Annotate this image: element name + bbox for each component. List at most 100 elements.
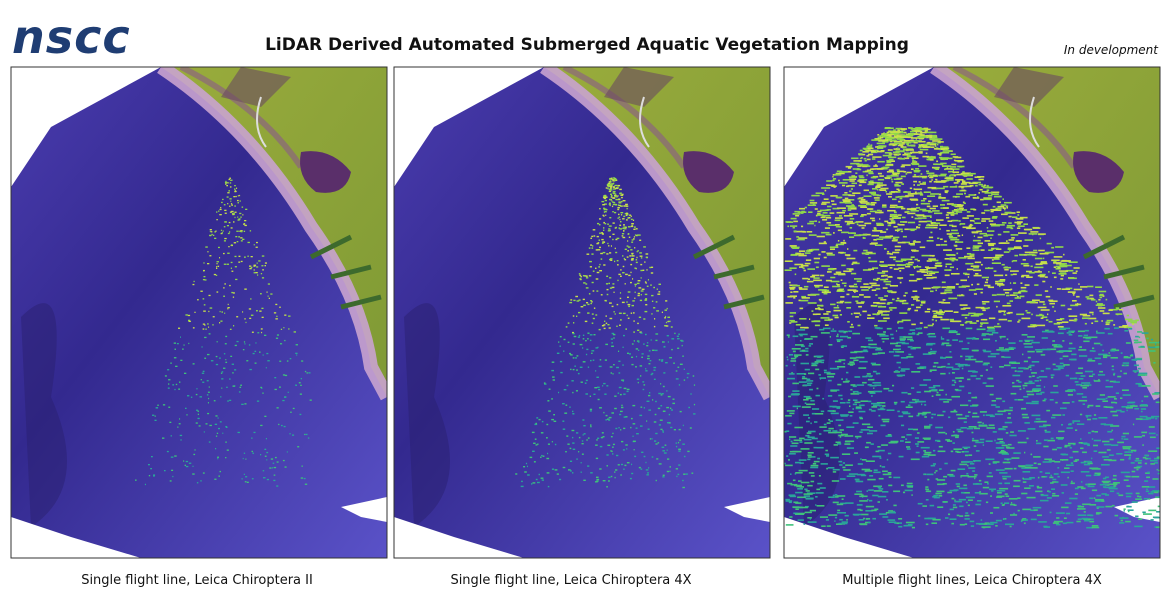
vegetation-pixel	[849, 227, 853, 229]
vegetation-pixel	[876, 238, 884, 240]
vegetation-pixel	[793, 501, 799, 504]
vegetation-pixel	[628, 236, 631, 238]
vegetation-pixel	[991, 248, 995, 250]
vegetation-pixel	[953, 448, 963, 450]
vegetation-pixel	[865, 375, 870, 377]
vegetation-pixel	[683, 455, 686, 458]
vegetation-pixel	[645, 304, 648, 306]
vegetation-pixel	[1023, 223, 1028, 225]
vegetation-pixel	[810, 399, 815, 402]
vegetation-pixel	[632, 300, 635, 302]
vegetation-pixel	[877, 320, 887, 322]
vegetation-pixel	[888, 153, 893, 155]
vegetation-pixel	[607, 230, 611, 232]
vegetation-pixel	[824, 290, 827, 293]
vegetation-pixel	[665, 315, 667, 318]
vegetation-pixel	[956, 485, 960, 488]
vegetation-pixel	[792, 213, 801, 215]
vegetation-pixel	[901, 302, 909, 305]
vegetation-pixel	[876, 194, 882, 197]
vegetation-pixel	[1022, 259, 1026, 261]
vegetation-pixel	[977, 236, 983, 239]
vegetation-pixel	[1109, 438, 1114, 441]
vegetation-pixel	[977, 242, 983, 245]
vegetation-pixel	[551, 418, 554, 421]
vegetation-pixel	[209, 229, 212, 231]
vegetation-pixel	[1000, 451, 1007, 453]
vegetation-pixel	[1113, 485, 1117, 487]
vegetation-pixel	[645, 368, 647, 370]
vegetation-pixel	[1069, 456, 1073, 459]
vegetation-pixel	[249, 368, 252, 371]
vegetation-pixel	[1062, 459, 1064, 461]
vegetation-pixel	[863, 346, 871, 348]
vegetation-pixel	[1045, 367, 1051, 370]
vegetation-pixel	[803, 285, 809, 288]
vegetation-pixel	[223, 295, 225, 297]
vegetation-pixel	[834, 431, 842, 434]
vegetation-pixel	[614, 313, 616, 315]
vegetation-pixel	[235, 195, 237, 198]
vegetation-pixel	[930, 348, 932, 350]
vegetation-pixel	[212, 234, 215, 236]
vegetation-pixel	[897, 223, 900, 226]
vegetation-pixel	[877, 306, 887, 308]
vegetation-pixel	[634, 297, 636, 299]
vegetation-pixel	[599, 407, 602, 409]
vegetation-pixel	[929, 159, 934, 161]
vegetation-pixel	[1118, 326, 1127, 328]
vegetation-pixel	[917, 502, 923, 505]
vegetation-pixel	[1101, 493, 1107, 495]
vegetation-pixel	[891, 291, 896, 294]
vegetation-pixel	[842, 466, 846, 469]
vegetation-pixel	[907, 154, 911, 157]
vegetation-pixel	[236, 230, 239, 232]
vegetation-pixel	[900, 368, 910, 370]
vegetation-pixel	[991, 404, 997, 406]
vegetation-pixel	[884, 274, 887, 277]
vegetation-pixel	[955, 283, 959, 285]
vegetation-pixel	[582, 361, 586, 363]
vegetation-pixel	[845, 378, 848, 380]
vegetation-pixel	[614, 179, 616, 181]
vegetation-pixel	[639, 365, 643, 367]
vegetation-pixel	[591, 247, 594, 249]
vegetation-pixel	[865, 505, 875, 508]
vegetation-pixel	[874, 324, 878, 327]
vegetation-pixel	[901, 241, 910, 244]
vegetation-pixel	[907, 309, 910, 311]
vegetation-pixel	[913, 130, 919, 133]
vegetation-pixel	[1110, 444, 1119, 446]
vegetation-pixel	[628, 233, 630, 235]
vegetation-pixel	[215, 435, 218, 437]
vegetation-pixel	[850, 313, 853, 315]
vegetation-pixel	[944, 269, 952, 271]
vegetation-pixel	[583, 282, 586, 284]
vegetation-pixel	[1022, 384, 1028, 387]
caption: Single flight line, Leica Chiroptera II	[81, 573, 313, 588]
vegetation-pixel	[937, 366, 943, 368]
vegetation-pixel	[526, 465, 528, 468]
vegetation-pixel	[301, 465, 303, 467]
vegetation-pixel	[1113, 324, 1116, 326]
vegetation-pixel	[897, 154, 900, 156]
vegetation-pixel	[1126, 475, 1131, 478]
vegetation-pixel	[224, 181, 228, 184]
vegetation-pixel	[865, 510, 873, 512]
vegetation-pixel	[230, 227, 233, 229]
vegetation-pixel	[881, 405, 886, 407]
vegetation-pixel	[1103, 423, 1114, 426]
vegetation-pixel	[1089, 297, 1094, 300]
vegetation-pixel	[1104, 327, 1110, 330]
vegetation-pixel	[1013, 282, 1017, 284]
vegetation-pixel	[876, 184, 883, 186]
vegetation-pixel	[623, 427, 626, 430]
vegetation-pixel	[610, 196, 613, 198]
vegetation-pixel	[248, 344, 251, 346]
vegetation-pixel	[910, 244, 915, 246]
vegetation-pixel	[230, 200, 232, 202]
vegetation-pixel	[839, 171, 849, 173]
vegetation-pixel	[606, 385, 609, 387]
vegetation-pixel	[610, 338, 613, 340]
vegetation-pixel	[599, 208, 601, 210]
